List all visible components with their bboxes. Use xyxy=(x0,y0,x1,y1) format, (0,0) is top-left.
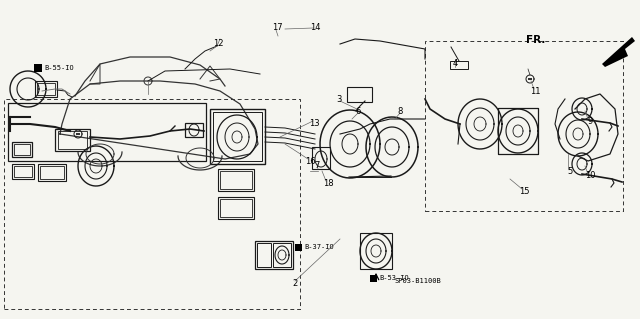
Bar xyxy=(55,129,90,151)
Bar xyxy=(38,164,66,181)
Bar xyxy=(220,171,252,189)
Bar xyxy=(8,103,206,161)
Bar xyxy=(213,112,262,161)
Bar xyxy=(12,164,34,179)
Bar xyxy=(218,169,254,191)
Bar xyxy=(34,64,42,72)
Text: 17: 17 xyxy=(272,24,282,33)
Bar xyxy=(347,87,372,102)
Text: B-55-IO: B-55-IO xyxy=(44,65,74,71)
Bar xyxy=(35,81,57,97)
Bar xyxy=(295,244,302,251)
Bar xyxy=(312,147,330,169)
Bar xyxy=(255,241,293,269)
Bar xyxy=(12,142,32,157)
Bar xyxy=(40,166,64,179)
Text: 9: 9 xyxy=(588,116,593,125)
Text: 14: 14 xyxy=(310,24,320,33)
Bar xyxy=(37,83,55,95)
Text: 10: 10 xyxy=(585,172,595,181)
Bar xyxy=(498,108,538,154)
Bar xyxy=(220,199,252,217)
Text: FR.: FR. xyxy=(526,35,545,45)
Text: 13: 13 xyxy=(308,118,319,128)
Bar xyxy=(370,275,377,282)
Bar xyxy=(58,131,87,149)
Text: 8: 8 xyxy=(397,107,403,115)
Text: 4: 4 xyxy=(452,58,458,68)
Text: 3: 3 xyxy=(336,94,342,103)
Text: SP03-B1100B: SP03-B1100B xyxy=(395,278,442,284)
Bar xyxy=(210,109,265,164)
Bar xyxy=(528,78,532,80)
Bar xyxy=(14,166,32,177)
Bar xyxy=(450,61,468,69)
Bar xyxy=(257,243,271,267)
Text: B-37-IO: B-37-IO xyxy=(304,244,333,250)
Text: 18: 18 xyxy=(323,179,333,188)
Text: 5: 5 xyxy=(568,167,573,175)
Text: B-53-IO: B-53-IO xyxy=(379,275,409,281)
Bar xyxy=(360,233,392,269)
Bar xyxy=(4,99,300,309)
Text: 15: 15 xyxy=(519,187,529,196)
Bar xyxy=(14,144,30,155)
Text: 7: 7 xyxy=(314,161,320,170)
Text: 2: 2 xyxy=(292,278,298,287)
Polygon shape xyxy=(602,37,635,67)
Bar xyxy=(76,133,80,135)
Bar xyxy=(425,41,623,211)
Bar xyxy=(218,197,254,219)
Text: 12: 12 xyxy=(212,39,223,48)
Bar xyxy=(185,123,203,137)
Text: 6: 6 xyxy=(355,107,361,115)
Bar xyxy=(273,243,291,267)
Text: 11: 11 xyxy=(530,86,540,95)
Text: 16: 16 xyxy=(305,157,316,166)
